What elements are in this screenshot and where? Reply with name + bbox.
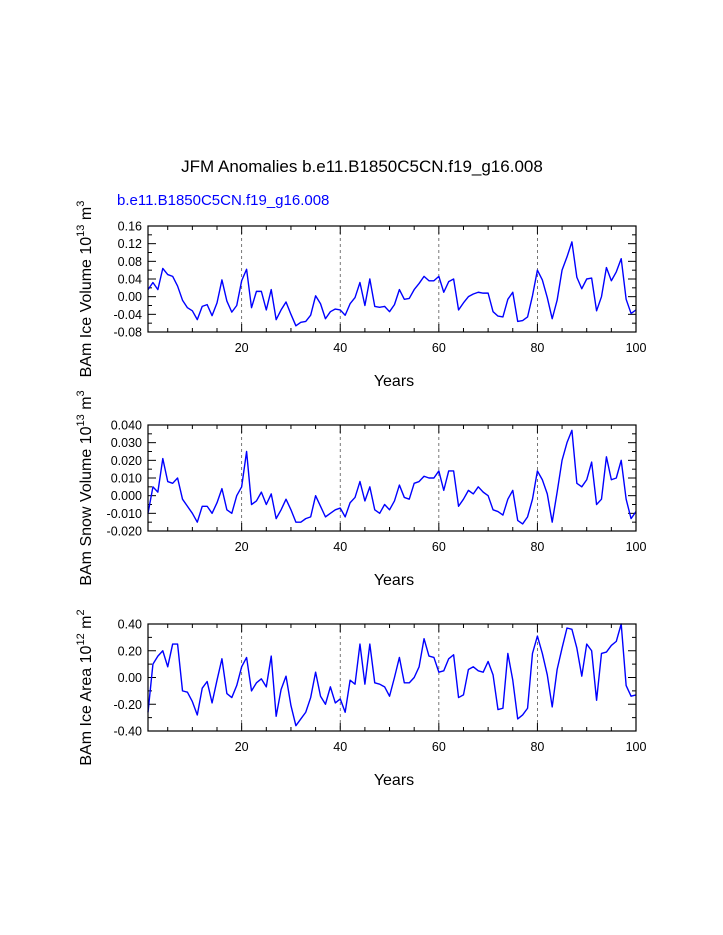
x-axis-label: Years	[374, 772, 414, 789]
y-tick-label: -0.04	[114, 308, 143, 322]
y-tick-label: -0.020	[107, 525, 142, 539]
y-axis-label: BAm Ice Volume 1013 m3	[75, 201, 95, 378]
y-tick-label: 0.16	[118, 220, 142, 234]
y-tick-label: 0.08	[118, 255, 142, 269]
y-tick-label: -0.010	[107, 507, 142, 521]
plot-frame	[147, 225, 637, 333]
plot-frame	[147, 623, 637, 732]
y-tick-label: 0.00	[118, 671, 142, 685]
y-tick-label: 0.04	[118, 273, 142, 287]
x-tick-label: 80	[530, 341, 544, 355]
y-tick-label: 0.000	[111, 489, 142, 503]
y-tick-label: 0.00	[118, 290, 142, 304]
x-tick-label: 20	[235, 740, 249, 754]
x-tick-label: 20	[235, 341, 249, 355]
series-line	[147, 241, 637, 327]
x-tick-label: 100	[626, 740, 647, 754]
x-tick-label: 80	[530, 540, 544, 554]
x-axis-label: Years	[374, 572, 414, 589]
series-line	[147, 429, 637, 525]
chart-panel-2: -0.020 -0.010 0.000 0.010 0.020 0.030 0.040 20 4…	[75, 390, 646, 589]
chart-panel-3: -0.40 -0.20 0.00 0.20 0.40 20 40 60 80 100 Years BA…	[75, 609, 646, 789]
legend-label: b.e11.B1850C5CN.f19_g16.008	[117, 192, 329, 209]
y-axis-label: BAm Snow Volume 1013 m3	[75, 390, 95, 585]
x-tick-label: 40	[333, 540, 347, 554]
x-tick-label: 60	[432, 740, 446, 754]
x-tick-label: 80	[530, 740, 544, 754]
y-tick-label: -0.20	[114, 698, 143, 712]
series-line	[147, 623, 637, 727]
x-tick-label: 100	[626, 341, 647, 355]
x-axis-label: Years	[374, 373, 414, 390]
y-tick-label: 0.40	[118, 618, 142, 632]
y-tick-label: 0.020	[111, 454, 142, 468]
y-tick-label: 0.040	[111, 419, 142, 433]
x-tick-label: 20	[235, 540, 249, 554]
y-axis-label: BAm Ice Area 1012 m2	[75, 609, 95, 765]
chart-panel-1: -0.08 -0.04 0.00 0.04 0.08 0.12 0.16 20 40 60 80 10…	[75, 201, 646, 390]
x-tick-label: 100	[626, 540, 647, 554]
plot-frame	[147, 424, 637, 532]
x-tick-label: 60	[432, 341, 446, 355]
y-tick-label: -0.08	[114, 326, 143, 340]
y-tick-label: 0.010	[111, 472, 142, 486]
y-tick-label: 0.030	[111, 436, 142, 450]
y-tick-label: -0.40	[114, 725, 143, 739]
y-tick-label: 0.20	[118, 644, 142, 658]
figure-title: JFM Anomalies b.e11.B1850C5CN.f19_g16.00…	[181, 157, 543, 176]
x-tick-label: 60	[432, 540, 446, 554]
x-tick-label: 40	[333, 341, 347, 355]
x-tick-label: 40	[333, 740, 347, 754]
y-tick-label: 0.12	[118, 237, 142, 251]
